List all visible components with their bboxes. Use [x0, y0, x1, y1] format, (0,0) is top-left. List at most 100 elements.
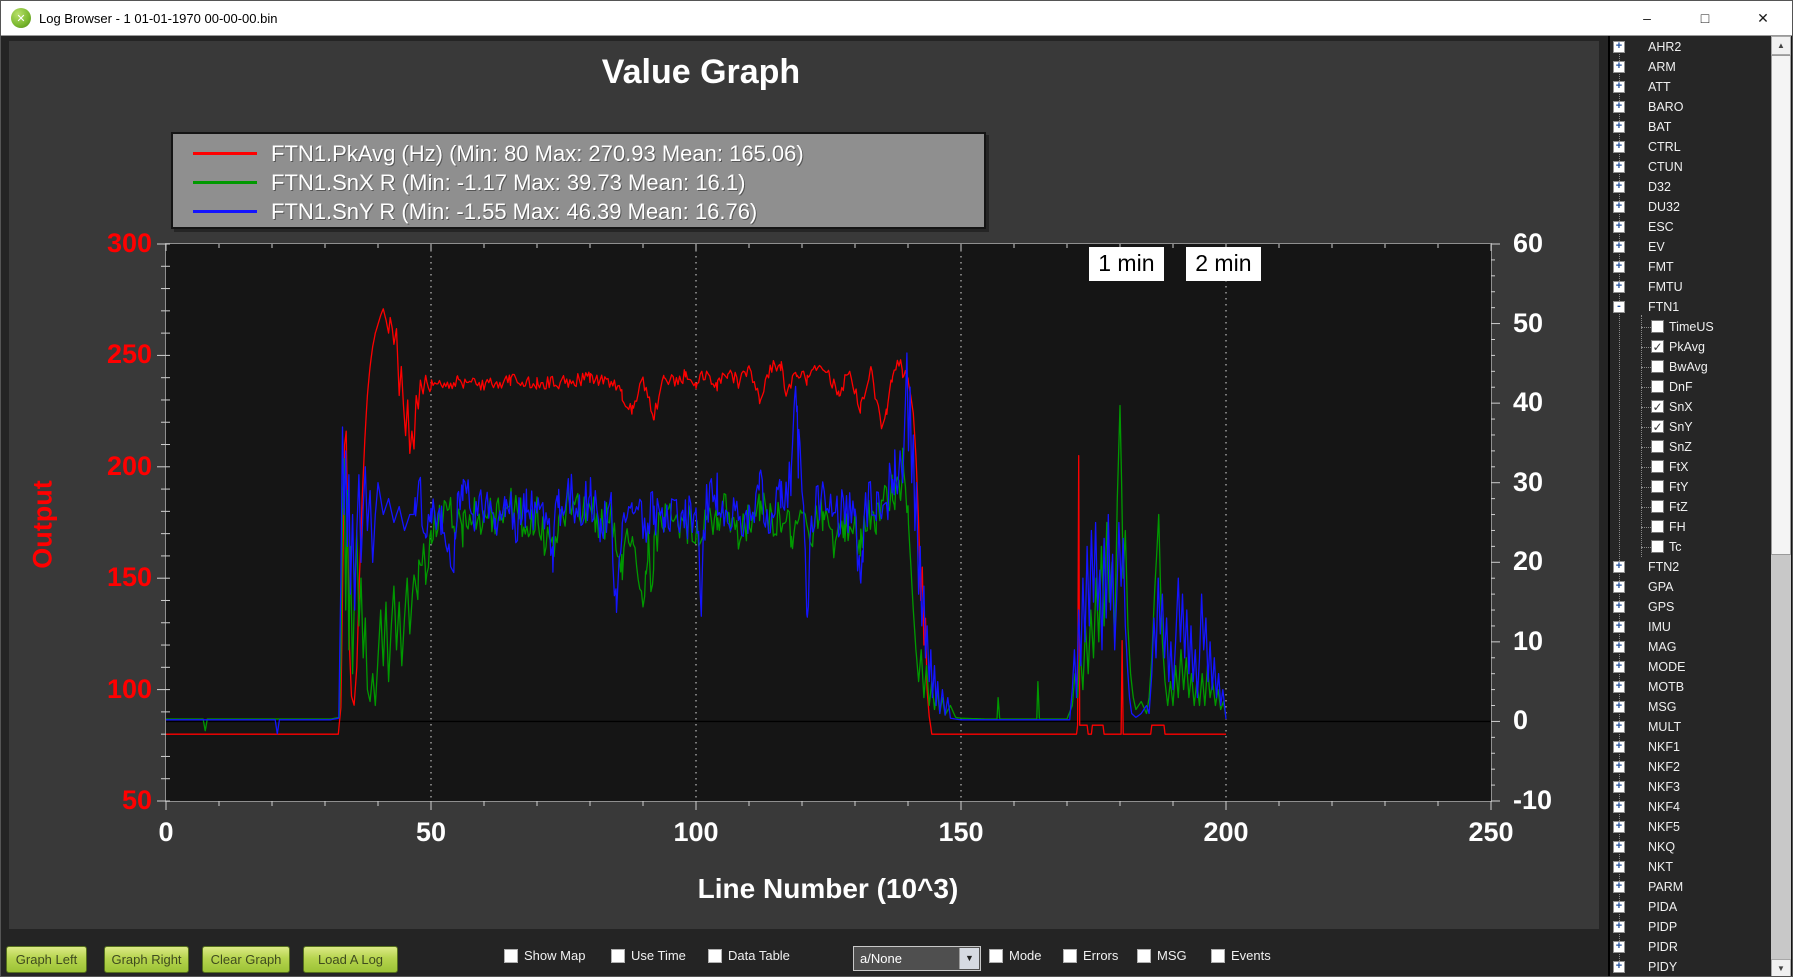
- tree-field-ftn1-snz[interactable]: SnZ: [1610, 437, 1767, 457]
- tree-item-mult[interactable]: + MULT: [1610, 717, 1767, 737]
- tree-field-ftn1-sny[interactable]: ✓ SnY: [1610, 417, 1767, 437]
- expand-icon[interactable]: +: [1613, 761, 1625, 773]
- unchecked-checkbox-icon[interactable]: [1651, 380, 1664, 393]
- sidebar-scrollbar[interactable]: ▲ ▼: [1771, 36, 1791, 976]
- tree-item-fmtu[interactable]: + FMTU: [1610, 277, 1767, 297]
- tree-item-label[interactable]: BARO: [1648, 100, 1684, 114]
- tree-field-label[interactable]: FtX: [1669, 460, 1689, 474]
- tree-item-label[interactable]: NKF1: [1648, 740, 1680, 754]
- tree-field-ftn1-snx[interactable]: ✓ SnX: [1610, 397, 1767, 417]
- plot-canvas[interactable]: [157, 243, 1500, 810]
- unchecked-checkbox-icon[interactable]: [1651, 360, 1664, 373]
- checkbox-icon[interactable]: [1137, 948, 1151, 963]
- tree-item-mode[interactable]: + MODE: [1610, 657, 1767, 677]
- expand-icon[interactable]: +: [1613, 961, 1625, 973]
- expand-icon[interactable]: +: [1613, 741, 1625, 753]
- expand-icon[interactable]: +: [1613, 141, 1625, 153]
- expand-icon[interactable]: +: [1613, 581, 1625, 593]
- mode-dropdown[interactable]: a/None ▼: [853, 946, 981, 971]
- expand-icon[interactable]: +: [1613, 181, 1625, 193]
- tree-item-ftn2[interactable]: + FTN2: [1610, 557, 1767, 577]
- expand-icon[interactable]: +: [1613, 701, 1625, 713]
- tree-item-d32[interactable]: + D32: [1610, 177, 1767, 197]
- tree-item-label[interactable]: MODE: [1648, 660, 1686, 674]
- tree-item-motb[interactable]: + MOTB: [1610, 677, 1767, 697]
- tree-field-label[interactable]: SnZ: [1669, 440, 1692, 454]
- unchecked-checkbox-icon[interactable]: [1651, 540, 1664, 553]
- chevron-down-icon[interactable]: ▼: [959, 948, 979, 969]
- expand-icon[interactable]: +: [1613, 261, 1625, 273]
- tree-item-nkt[interactable]: + NKT: [1610, 857, 1767, 877]
- tree-item-label[interactable]: EV: [1648, 240, 1665, 254]
- tree-item-label[interactable]: GPS: [1648, 600, 1675, 614]
- tree-item-label[interactable]: FTN1: [1648, 300, 1680, 314]
- expand-icon[interactable]: +: [1613, 681, 1625, 693]
- tree-item-mag[interactable]: + MAG: [1610, 637, 1767, 657]
- tree-field-ftn1-pkavg[interactable]: ✓ PkAvg: [1610, 337, 1767, 357]
- tree-item-label[interactable]: D32: [1648, 180, 1671, 194]
- scrollbar-thumb[interactable]: [1771, 55, 1791, 555]
- expand-icon[interactable]: +: [1613, 621, 1625, 633]
- unchecked-checkbox-icon[interactable]: [1651, 320, 1664, 333]
- unchecked-checkbox-icon[interactable]: [1651, 500, 1664, 513]
- msg-checkbox[interactable]: MSG: [1137, 948, 1187, 963]
- tree-item-gpa[interactable]: + GPA: [1610, 577, 1767, 597]
- expand-icon[interactable]: +: [1613, 901, 1625, 913]
- tree-field-ftn1-ftx[interactable]: FtX: [1610, 457, 1767, 477]
- tree-item-imu[interactable]: + IMU: [1610, 617, 1767, 637]
- expand-icon[interactable]: +: [1613, 821, 1625, 833]
- mode-checkbox[interactable]: Mode: [989, 948, 1042, 963]
- tree-field-label[interactable]: BwAvg: [1669, 360, 1708, 374]
- tree-field-label[interactable]: FtY: [1669, 480, 1689, 494]
- expand-icon[interactable]: +: [1613, 101, 1625, 113]
- checkbox-icon[interactable]: [989, 948, 1003, 963]
- tree-item-nkf5[interactable]: + NKF5: [1610, 817, 1767, 837]
- tree-item-ctun[interactable]: + CTUN: [1610, 157, 1767, 177]
- tree-field-ftn1-tc[interactable]: Tc: [1610, 537, 1767, 557]
- tree-item-label[interactable]: ARM: [1648, 60, 1676, 74]
- tree-field-label[interactable]: Tc: [1669, 540, 1682, 554]
- expand-icon[interactable]: +: [1613, 41, 1625, 53]
- tree-item-label[interactable]: FMTU: [1648, 280, 1683, 294]
- tree-item-nkf3[interactable]: + NKF3: [1610, 777, 1767, 797]
- tree-field-ftn1-timeus[interactable]: TimeUS: [1610, 317, 1767, 337]
- expand-icon[interactable]: +: [1613, 81, 1625, 93]
- expand-icon[interactable]: +: [1613, 721, 1625, 733]
- tree-item-label[interactable]: PIDA: [1648, 900, 1678, 914]
- checkbox-icon[interactable]: [504, 948, 518, 963]
- tree-item-fmt[interactable]: + FMT: [1610, 257, 1767, 277]
- show-map-checkbox[interactable]: Show Map: [504, 948, 585, 963]
- unchecked-checkbox-icon[interactable]: [1651, 460, 1664, 473]
- tree-item-bat[interactable]: + BAT: [1610, 117, 1767, 137]
- checked-checkbox-icon[interactable]: ✓: [1651, 420, 1664, 434]
- tree-item-label[interactable]: ESC: [1648, 220, 1674, 234]
- tree-item-nkf4[interactable]: + NKF4: [1610, 797, 1767, 817]
- tree-item-pidp[interactable]: + PIDP: [1610, 917, 1767, 937]
- graph-right-button[interactable]: Graph Right: [104, 946, 189, 973]
- graph-left-button[interactable]: Graph Left: [6, 946, 87, 973]
- tree-item-label[interactable]: MOTB: [1648, 680, 1685, 694]
- tree-item-label[interactable]: ATT: [1648, 80, 1671, 94]
- collapse-icon[interactable]: -: [1613, 301, 1625, 313]
- tree-item-label[interactable]: NKF4: [1648, 800, 1680, 814]
- tree-item-pidr[interactable]: + PIDR: [1610, 937, 1767, 957]
- tree-item-att[interactable]: + ATT: [1610, 77, 1767, 97]
- tree-item-ev[interactable]: + EV: [1610, 237, 1767, 257]
- tree-field-label[interactable]: FH: [1669, 520, 1686, 534]
- tree-item-label[interactable]: PIDY: [1648, 960, 1678, 974]
- expand-icon[interactable]: +: [1613, 601, 1625, 613]
- expand-icon[interactable]: +: [1613, 841, 1625, 853]
- data-table-checkbox[interactable]: Data Table: [708, 948, 790, 963]
- tree-item-label[interactable]: MAG: [1648, 640, 1677, 654]
- expand-icon[interactable]: +: [1613, 61, 1625, 73]
- checkbox-icon[interactable]: [708, 948, 722, 963]
- tree-item-parm[interactable]: + PARM: [1610, 877, 1767, 897]
- tree-field-label[interactable]: SnY: [1669, 420, 1693, 434]
- tree-item-baro[interactable]: + BARO: [1610, 97, 1767, 117]
- tree-field-ftn1-fh[interactable]: FH: [1610, 517, 1767, 537]
- expand-icon[interactable]: +: [1613, 781, 1625, 793]
- tree-item-pidy[interactable]: + PIDY: [1610, 957, 1767, 976]
- tree-item-label[interactable]: AHR2: [1648, 40, 1682, 54]
- tree-item-pida[interactable]: + PIDA: [1610, 897, 1767, 917]
- tree-item-label[interactable]: GPA: [1648, 580, 1674, 594]
